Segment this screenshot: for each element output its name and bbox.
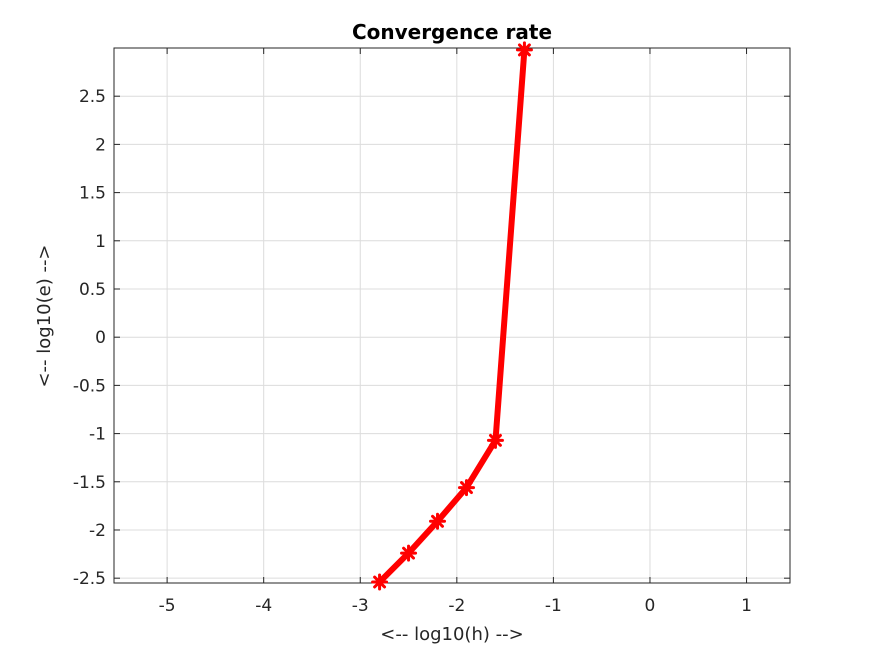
y-tick-labels: -2.5 -2 -1.5 -1 -0.5 0 0.5 1 1.5 2 2.5 <box>73 87 106 589</box>
grid <box>114 48 790 583</box>
y-tick-label: -0.5 <box>73 376 106 396</box>
y-tick-label: 0.5 <box>79 280 106 300</box>
axis-ticks <box>114 48 790 583</box>
y-axis-label: <-- log10(e) --> <box>34 244 55 387</box>
y-tick-label: -1.5 <box>73 473 106 493</box>
data-point-stroke <box>402 546 415 560</box>
data-point-stroke <box>431 514 444 528</box>
y-tick-label: 0 <box>95 328 106 348</box>
x-axis-label: <-- log10(h) --> <box>380 624 523 645</box>
plot-background <box>114 48 790 583</box>
data-point <box>486 431 504 449</box>
series-group <box>371 41 533 591</box>
y-tick-label: 2 <box>95 135 106 155</box>
data-point-stroke <box>517 43 531 57</box>
x-tick-label: -1 <box>545 596 562 616</box>
data-point-stroke <box>460 481 473 495</box>
chart-title: Convergence rate <box>352 20 552 44</box>
y-tick-label: -2.5 <box>73 569 106 589</box>
x-tick-labels: -5 -4 -3 -2 -1 0 1 <box>159 596 752 616</box>
data-point <box>457 479 475 497</box>
data-point-stroke <box>373 575 387 589</box>
y-tick-label: 1 <box>95 232 106 252</box>
x-tick-label: 1 <box>741 596 752 616</box>
plot-frame <box>113 47 791 584</box>
y-tick-label: 1.5 <box>79 184 106 204</box>
data-point <box>371 573 389 591</box>
y-tick-label: 2.5 <box>79 87 106 107</box>
data-point <box>515 41 533 59</box>
y-tick-label: -2 <box>89 521 106 541</box>
data-point <box>429 512 447 530</box>
x-tick-label: -5 <box>159 596 176 616</box>
x-tick-label: -3 <box>352 596 369 616</box>
x-tick-label: 0 <box>645 596 656 616</box>
data-point <box>400 544 418 562</box>
x-tick-label: -2 <box>448 596 465 616</box>
data-point-stroke <box>489 433 502 447</box>
y-tick-label: -1 <box>89 425 106 445</box>
x-tick-label: -4 <box>255 596 272 616</box>
